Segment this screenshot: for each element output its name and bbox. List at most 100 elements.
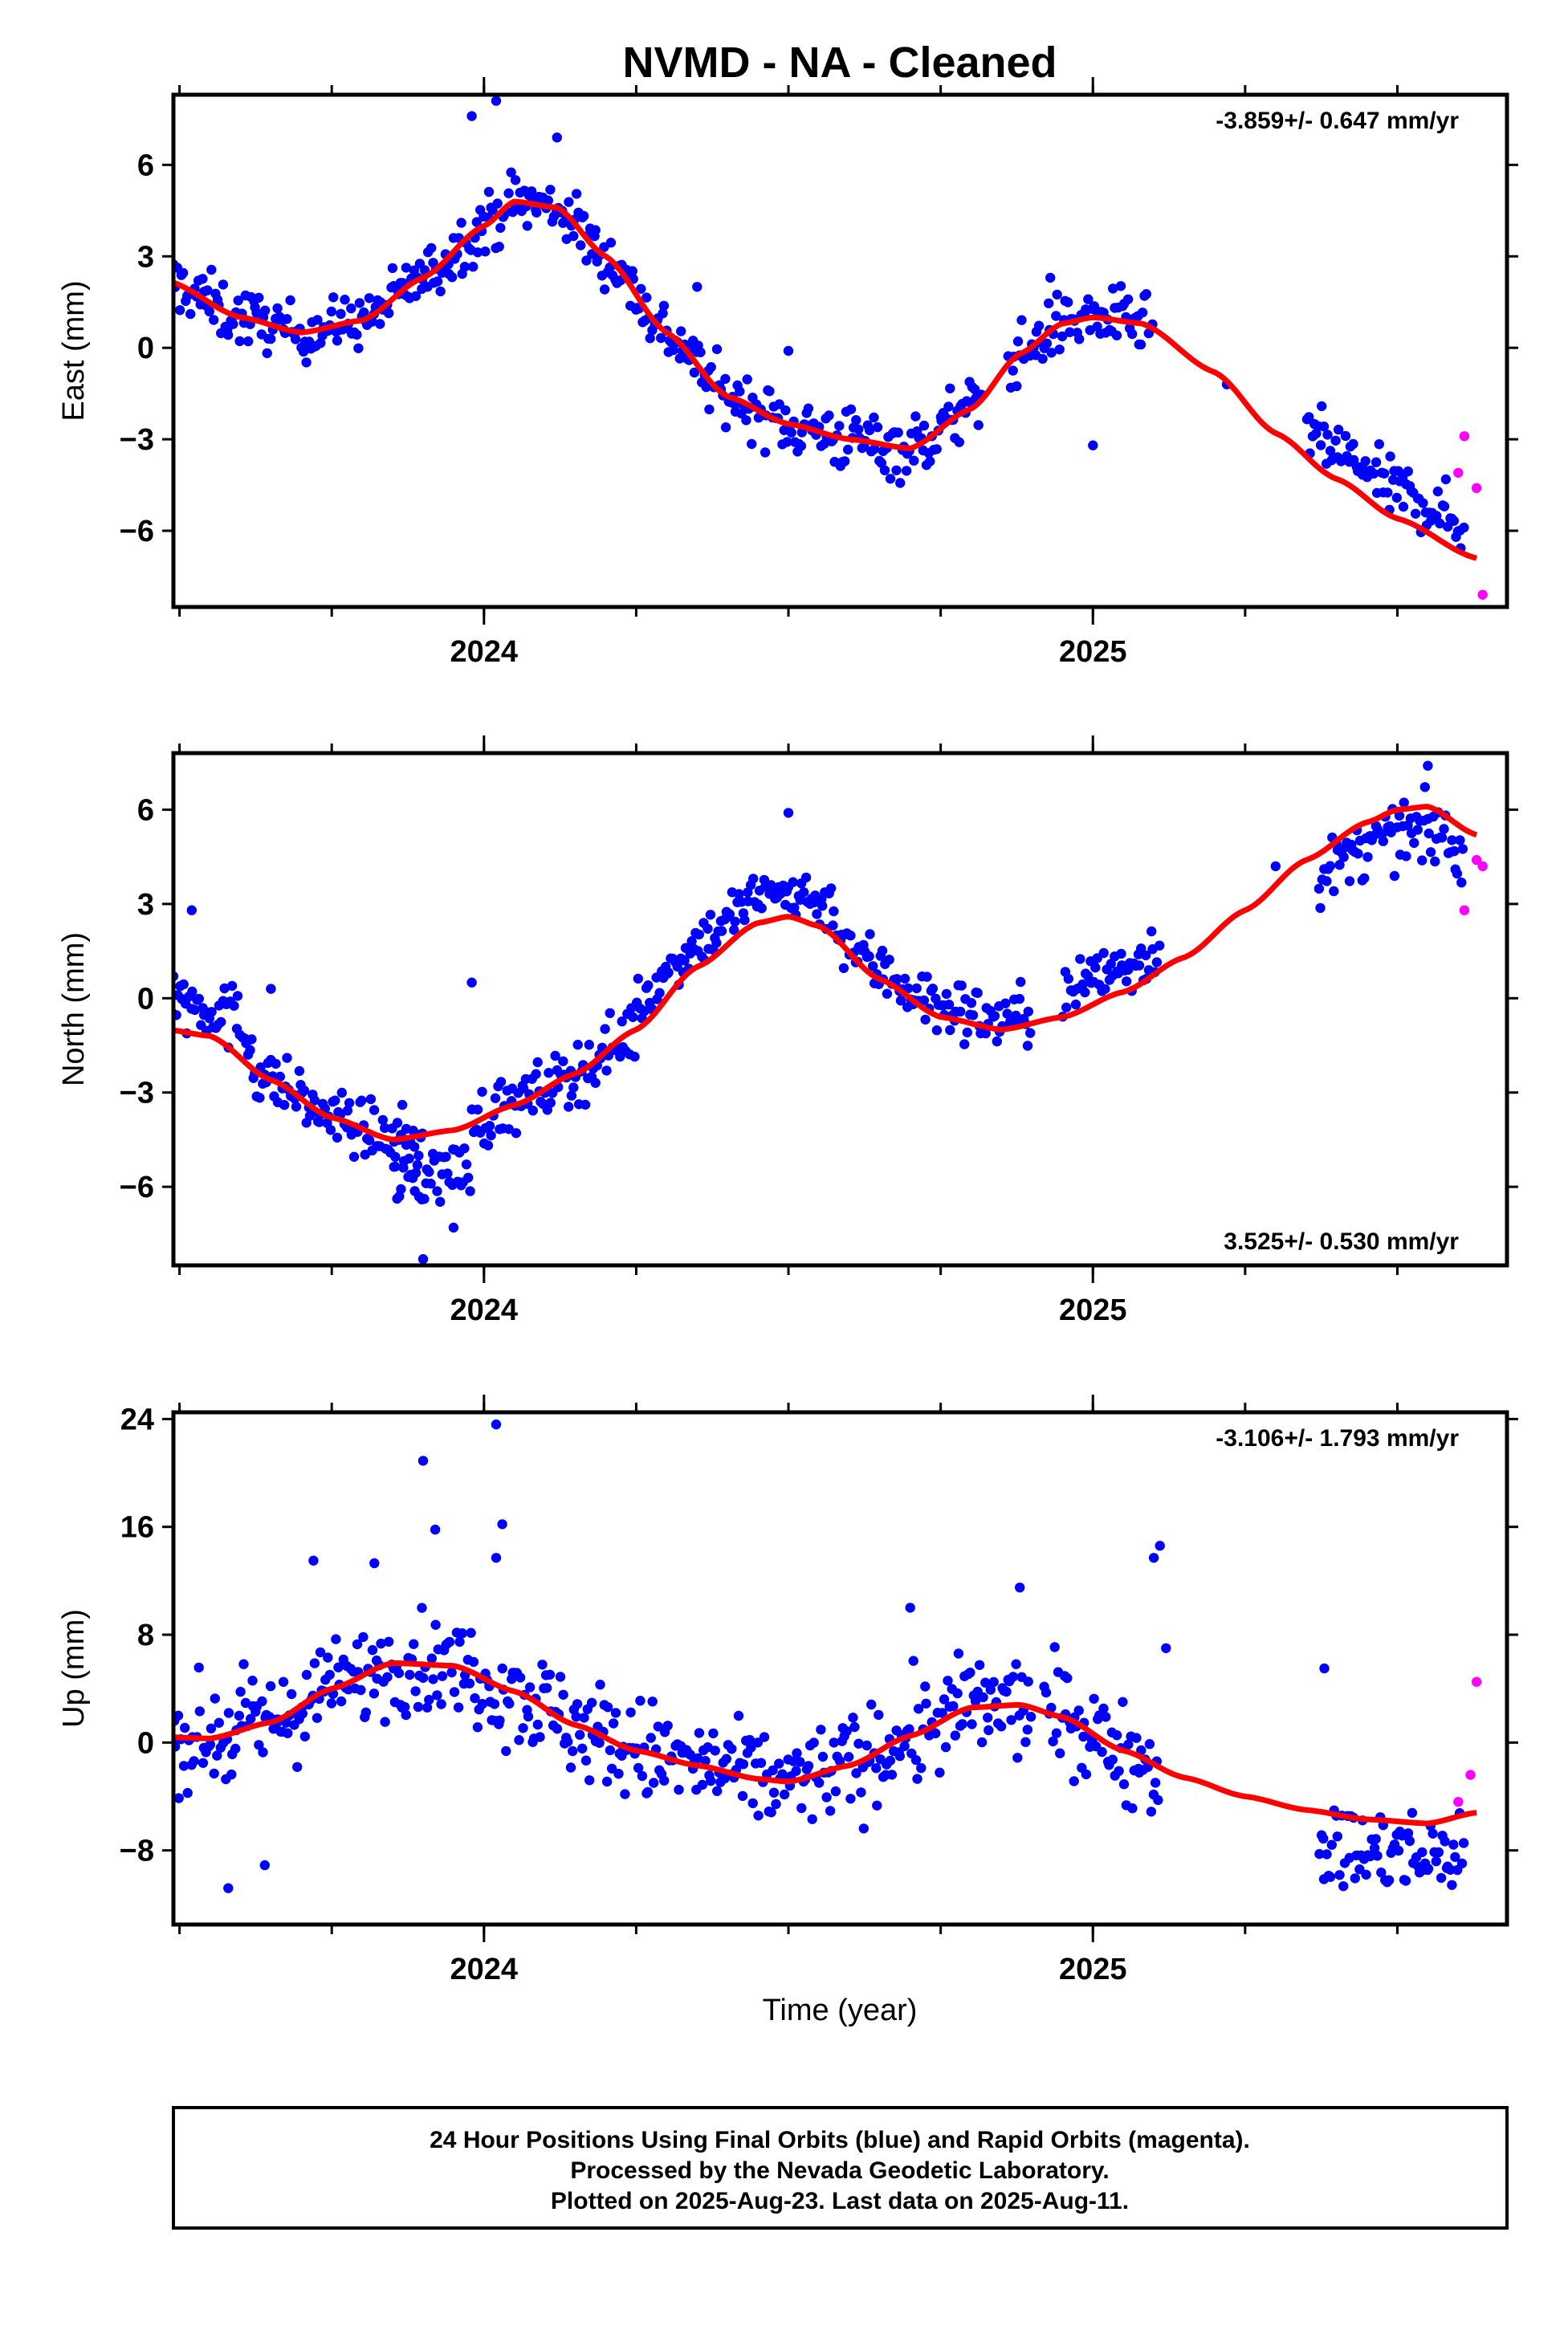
up-point [856, 1787, 866, 1798]
north-point [899, 973, 910, 984]
panel-east: −6 −3 0 3 6 2024 2025 East (mm) -3.859+/- 0.647 … [57, 77, 1518, 669]
up-point [468, 1656, 479, 1668]
east-point [760, 447, 771, 458]
north-rapid-point [1477, 861, 1488, 872]
up-point [937, 1708, 947, 1718]
north-point [882, 988, 893, 999]
up-point [315, 1647, 326, 1658]
up-point [223, 1883, 234, 1893]
up-point [1372, 1851, 1383, 1861]
north-point [1090, 962, 1101, 973]
east-point [931, 444, 942, 454]
up-point [1111, 1730, 1122, 1741]
east-point [689, 367, 700, 378]
east-point [943, 401, 954, 412]
north-point [1394, 810, 1405, 821]
east-point [605, 238, 617, 248]
north-point [918, 995, 930, 1006]
up-point [1118, 1697, 1128, 1707]
up-point [851, 1768, 861, 1778]
up-point [693, 1753, 703, 1763]
east-point [973, 420, 984, 430]
east-point [1074, 334, 1085, 344]
north-model-line [173, 804, 1478, 1143]
east-point [202, 285, 213, 295]
up-point [841, 1726, 852, 1737]
east-point [359, 307, 369, 318]
east-point [222, 329, 234, 340]
north-point [927, 984, 939, 994]
north-point [206, 1007, 217, 1017]
north-point [1362, 852, 1373, 862]
north-point [1116, 948, 1126, 959]
up-point [920, 1681, 931, 1692]
east-point [290, 334, 301, 344]
north-point [1146, 926, 1157, 937]
up-point [384, 1636, 394, 1647]
up-point [700, 1756, 711, 1766]
up-point [653, 1721, 663, 1732]
up-point [405, 1669, 415, 1680]
up-point [625, 1707, 636, 1717]
east-point [1317, 401, 1327, 412]
up-point [1015, 1583, 1025, 1593]
up-point [685, 1750, 695, 1760]
north-point [1455, 835, 1465, 845]
up-point [1400, 1876, 1411, 1886]
up-point [312, 1713, 323, 1723]
east-rapid-point [1453, 467, 1464, 479]
east-point [522, 221, 532, 231]
up-point [466, 1627, 476, 1638]
up-point [608, 1718, 619, 1729]
up-point [214, 1717, 224, 1728]
up-point [235, 1686, 246, 1697]
up-point [647, 1697, 658, 1707]
up-point [565, 1762, 576, 1773]
north-point [864, 951, 874, 962]
up-point [446, 1667, 457, 1678]
east-point [864, 425, 875, 436]
up-point [544, 1669, 556, 1680]
up-point [738, 1759, 749, 1770]
north-point [643, 980, 654, 991]
up-y-axis-label: Up (mm) [57, 1609, 91, 1728]
east-point [375, 319, 385, 329]
north-point [396, 1183, 406, 1195]
up-point [910, 1754, 922, 1766]
up-point [173, 1793, 184, 1803]
east-point [495, 222, 506, 233]
north-point [955, 1006, 966, 1017]
north-point [412, 1159, 423, 1171]
east-point [531, 207, 542, 218]
up-point [710, 1745, 720, 1756]
north-point [342, 1106, 353, 1116]
north-point [1140, 950, 1151, 961]
up-point [1417, 1847, 1427, 1858]
east-point [879, 465, 890, 475]
up-point [1403, 1828, 1414, 1839]
east-point [1008, 365, 1018, 376]
north-xtick-label: 2025 [1059, 1293, 1127, 1327]
north-point [734, 889, 744, 899]
up-point [173, 1710, 184, 1721]
north-point [891, 974, 902, 984]
north-point [1014, 993, 1025, 1004]
up-point [708, 1728, 719, 1739]
up-point [940, 1741, 951, 1753]
east-point [503, 188, 514, 198]
up-point [642, 1786, 654, 1798]
up-point [352, 1639, 363, 1650]
east-point [1360, 456, 1370, 466]
up-point [309, 1658, 320, 1668]
north-point [279, 1100, 290, 1110]
north-point [309, 1095, 320, 1106]
north-point [748, 874, 759, 884]
up-point [453, 1702, 464, 1713]
east-point [206, 264, 217, 275]
north-point [389, 1162, 399, 1172]
up-point [1101, 1712, 1111, 1722]
east-point [336, 308, 346, 320]
up-point [768, 1765, 778, 1776]
north-point [1061, 1002, 1072, 1013]
up-point [774, 1758, 784, 1769]
